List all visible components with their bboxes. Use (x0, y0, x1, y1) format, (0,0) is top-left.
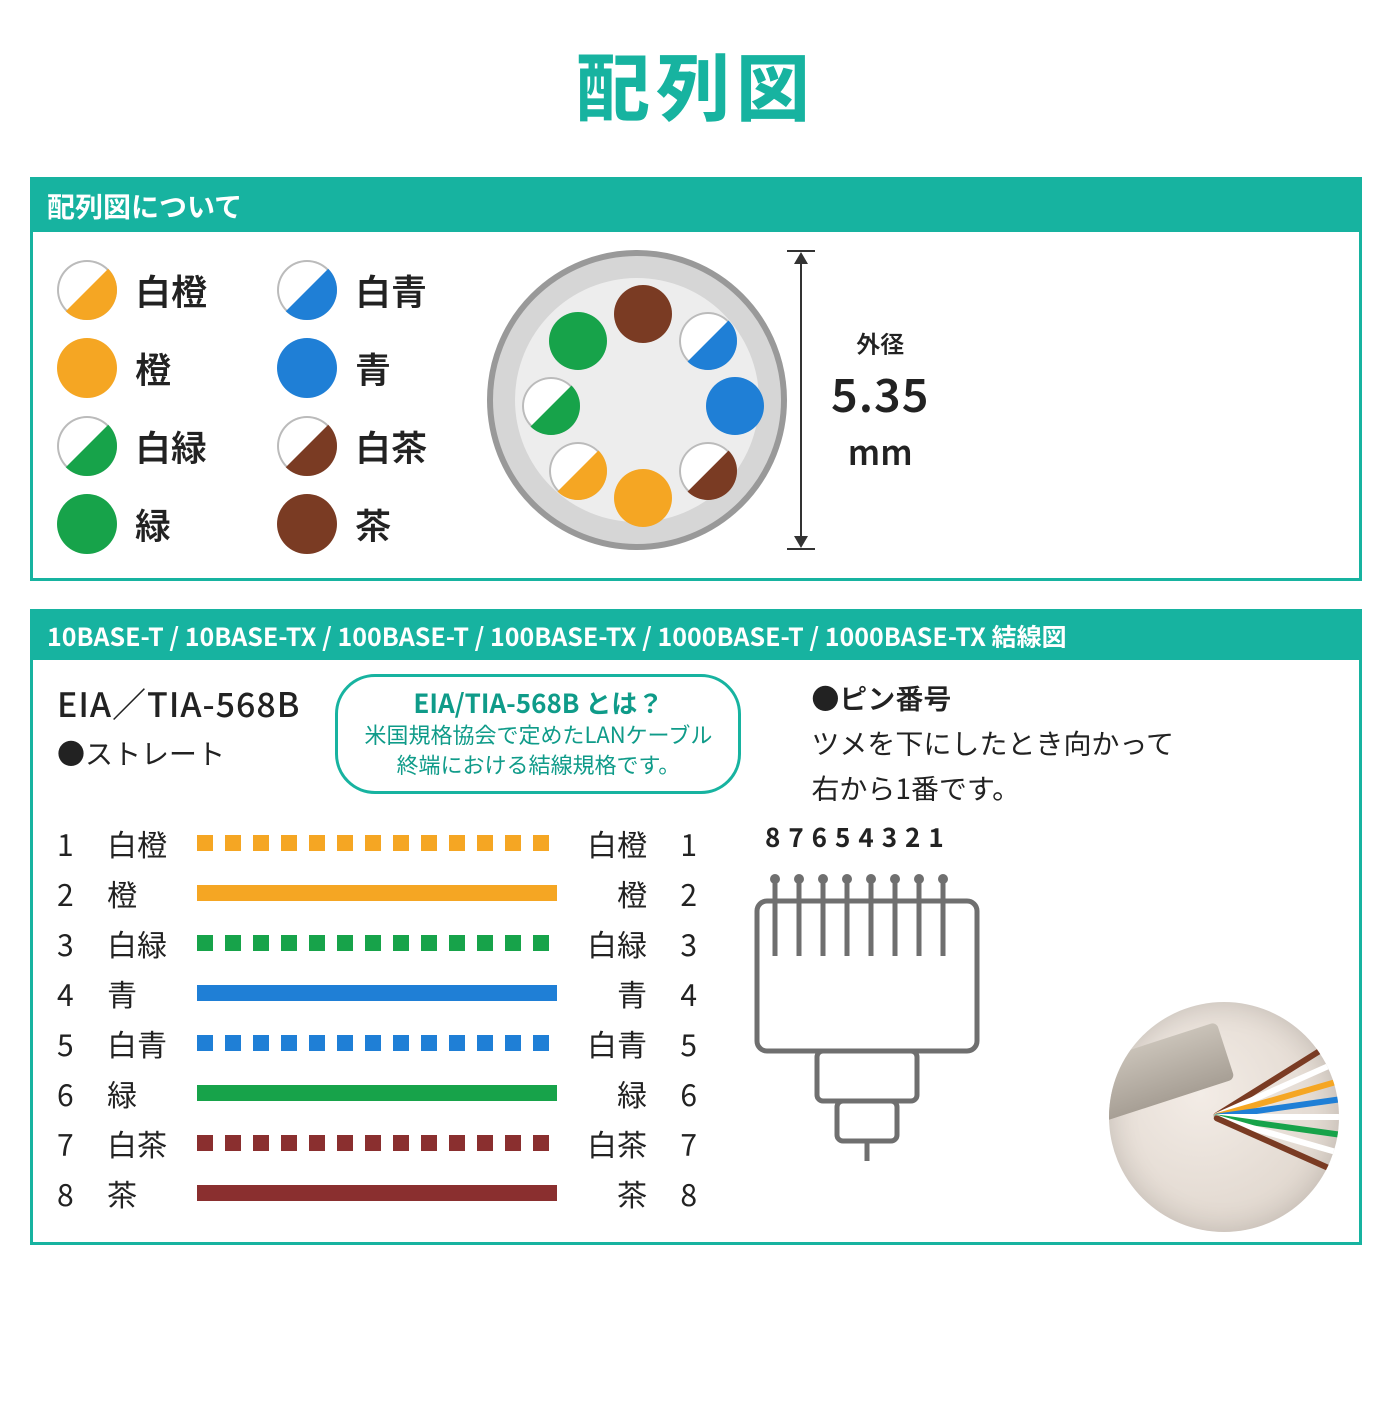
dimension-line (787, 250, 815, 550)
legend-item: 白茶 (277, 416, 427, 476)
pin-row: 1白橙白橙1 (57, 818, 697, 868)
pin-number-block: ●ピン番号 ツメを下にしたとき向かって 右から1番です。 (811, 678, 1174, 808)
cross-section-wrap: 外径 5.35 mm (487, 250, 929, 550)
legend-item: 白緑 (57, 416, 207, 476)
info-bubble: EIA/TIA-568B とは？ 米国規格協会で定めたLANケーブル 終端におけ… (335, 674, 741, 794)
wiring-header: 10BASE-T / 10BASE-TX / 100BASE-T / 100BA… (33, 612, 1359, 660)
legend-item: 白橙 (57, 260, 207, 320)
legend-columns: 白橙橙白緑緑 白青青白茶茶 (57, 250, 427, 554)
dimension-text: 外径 5.35 mm (831, 325, 929, 475)
legend-panel: 配列図について 白橙橙白緑緑 白青青白茶茶 外径 5.35 mm (30, 177, 1362, 581)
legend-item: 橙 (57, 338, 207, 398)
standard-block: EIA／TIA-568B ●ストレート (57, 678, 300, 773)
legend-item: 青 (277, 338, 427, 398)
pin-digits: 87654321 (765, 818, 952, 855)
wiring-panel: 10BASE-T / 10BASE-TX / 100BASE-T / 100BA… (30, 609, 1362, 1245)
pin-row: 6緑緑6 (57, 1068, 697, 1118)
pin-row: 2橙橙2 (57, 868, 697, 918)
straight-label: ●ストレート (57, 733, 300, 773)
cable-cross-section (487, 250, 787, 550)
rj45-connector-icon (737, 861, 997, 1161)
legend-header: 配列図について (33, 180, 1359, 232)
pin-row: 5白青白青5 (57, 1018, 697, 1068)
standard-title: EIA／TIA-568B (57, 678, 300, 727)
legend-item: 緑 (57, 494, 207, 554)
pin-row: 8茶茶8 (57, 1168, 697, 1218)
pins-table: 1白橙白橙12橙橙23白緑白緑34青青45白青白青56緑緑67白茶白茶78茶茶8 (57, 818, 697, 1218)
legend-item: 白青 (277, 260, 427, 320)
pin-row: 4青青4 (57, 968, 697, 1018)
page-title: 配列図 (30, 30, 1362, 137)
pin-row: 7白茶白茶7 (57, 1118, 697, 1168)
connector-photo (1109, 1002, 1339, 1232)
legend-item: 茶 (277, 494, 427, 554)
pin-row: 3白緑白緑3 (57, 918, 697, 968)
